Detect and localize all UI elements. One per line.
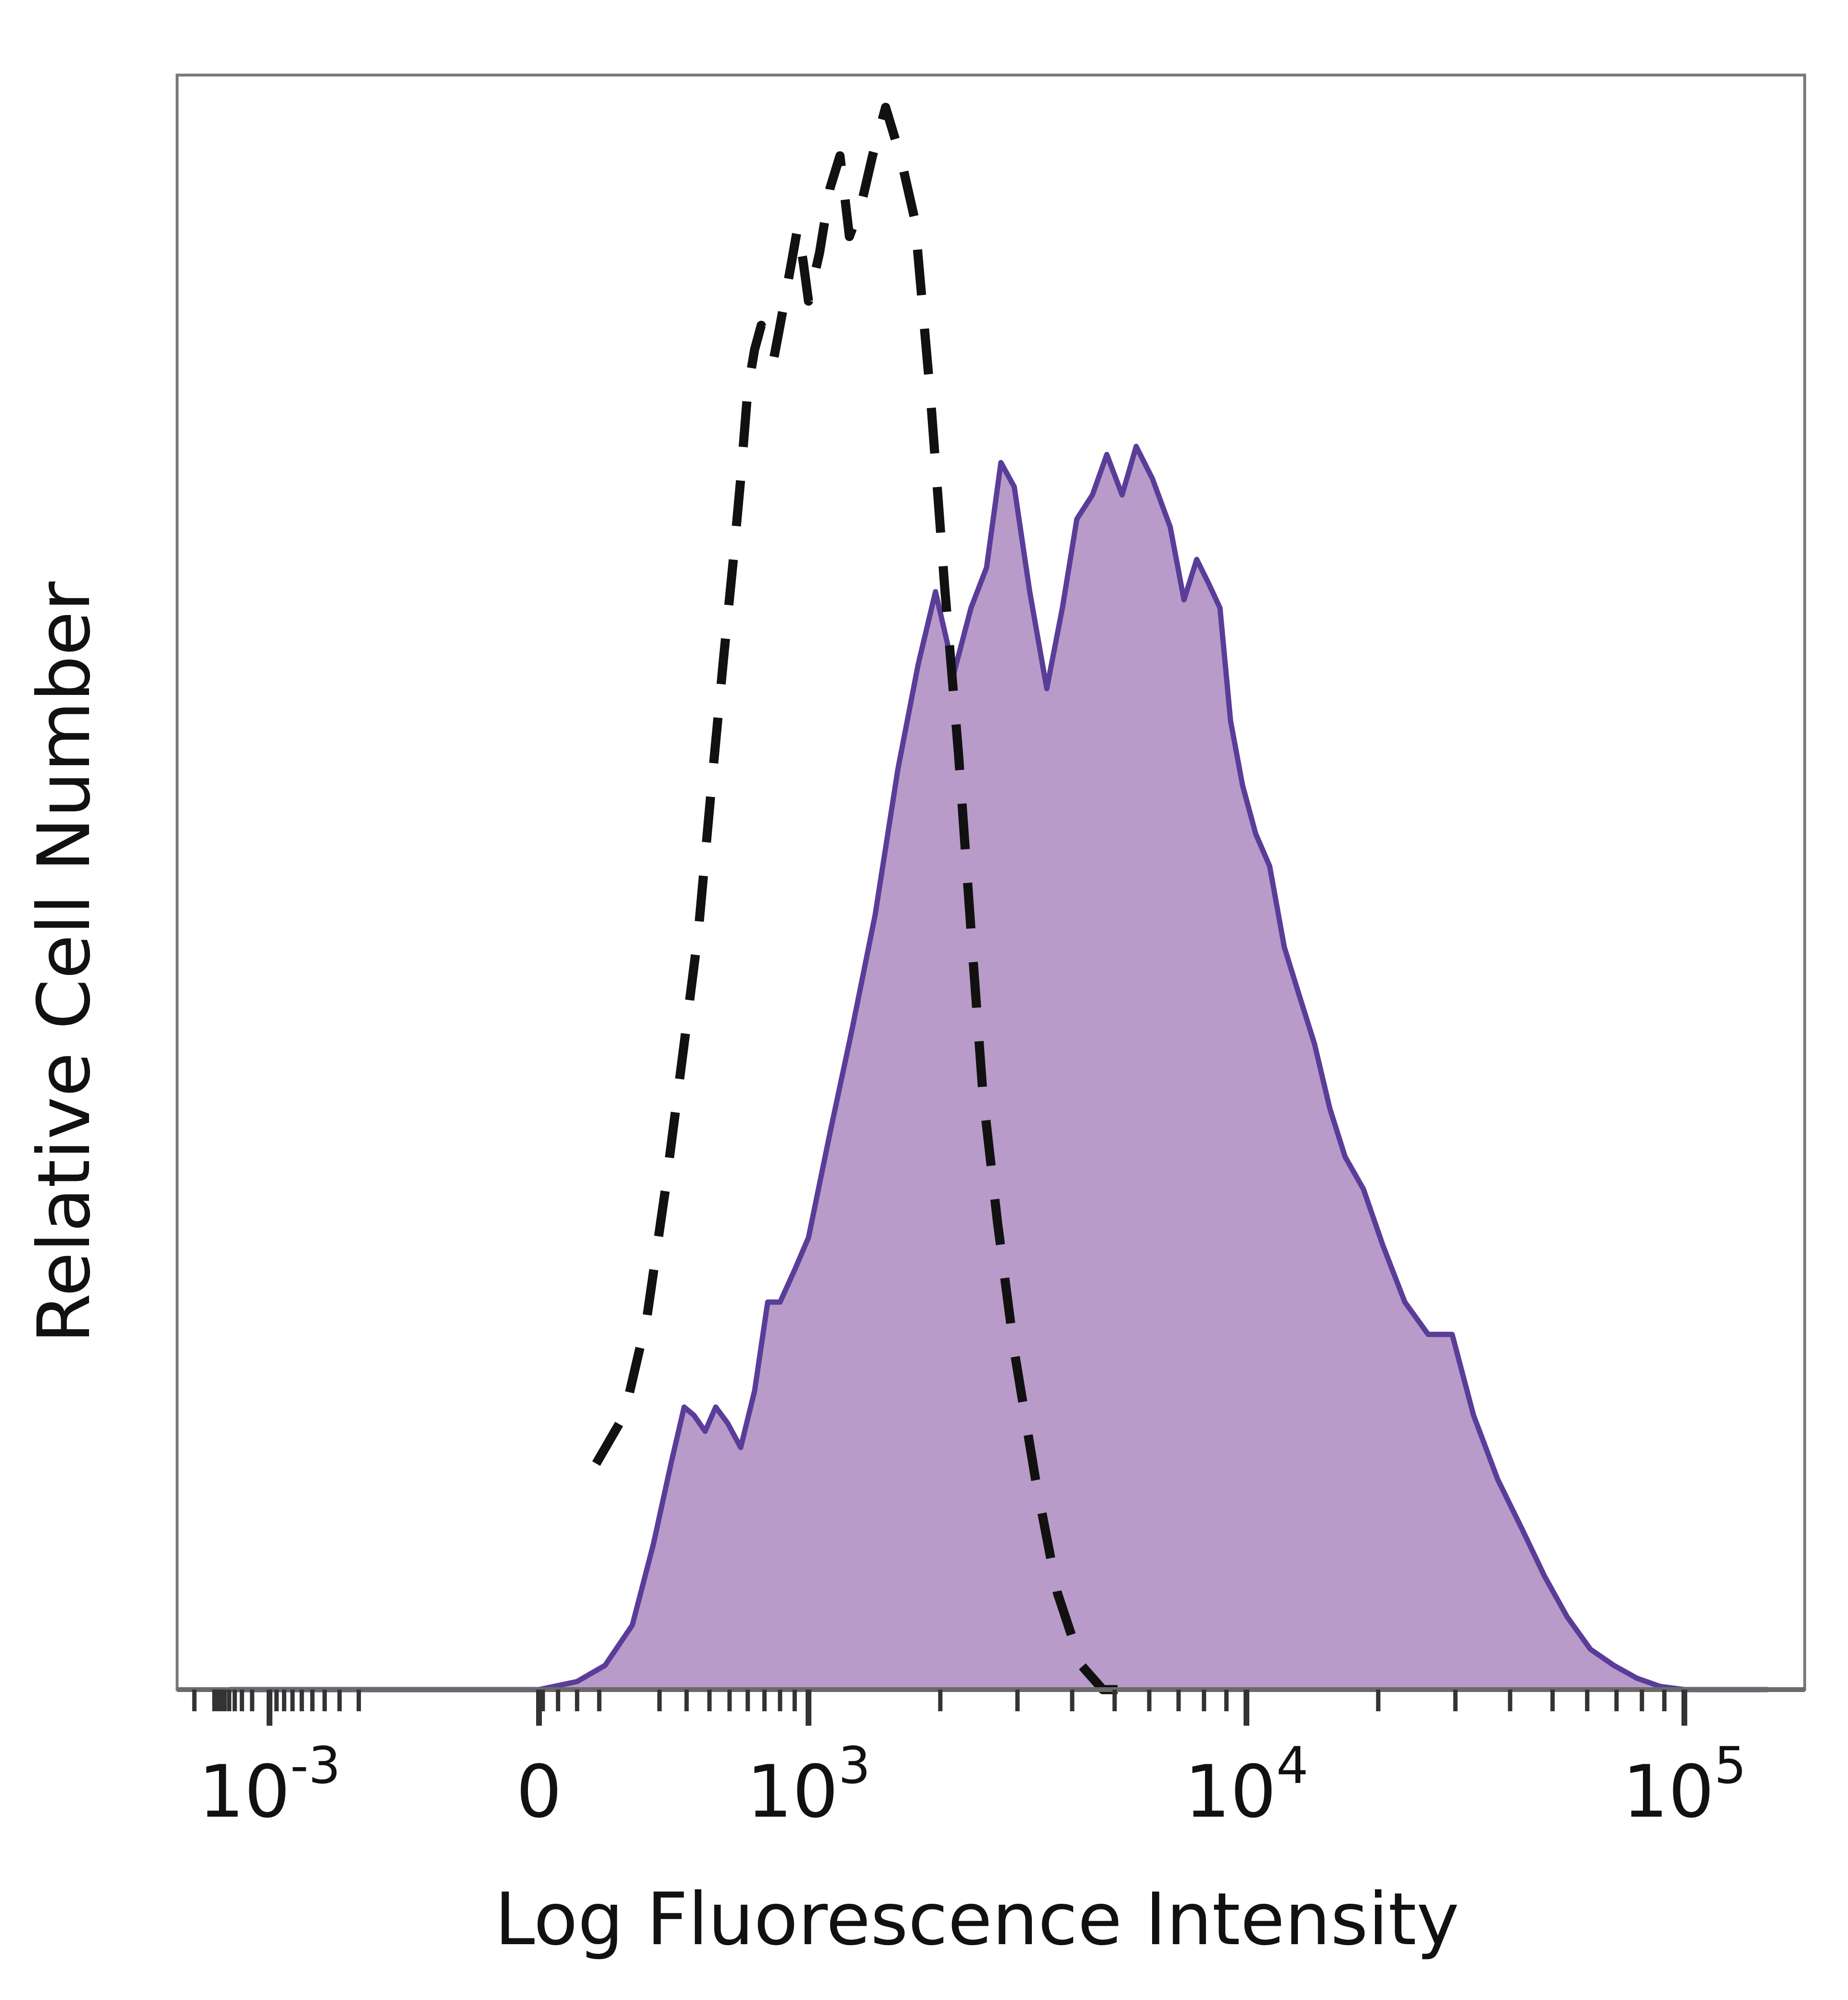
- series-layer: [229, 103, 1768, 1694]
- x-tick-label: 103: [746, 1736, 871, 1834]
- series-1-dashed-line: [592, 103, 1122, 1694]
- x-tick-label: 10-3: [198, 1736, 341, 1834]
- series-0-outline: [229, 444, 1768, 1692]
- x-tick-label: 104: [1184, 1736, 1309, 1834]
- x-axis-tick-labels: 10-3 0 103 104 105: [198, 1736, 1746, 1834]
- y-axis-title: Relative Cell Number: [23, 581, 106, 1344]
- series-0-fill: [229, 446, 1768, 1690]
- x-axis-title: Log Fluorescence Intensity: [495, 1878, 1459, 1962]
- x-tick-label: 105: [1622, 1736, 1746, 1834]
- x-tick-label: 0: [516, 1750, 562, 1834]
- x-axis-ticks: [192, 1690, 1687, 1726]
